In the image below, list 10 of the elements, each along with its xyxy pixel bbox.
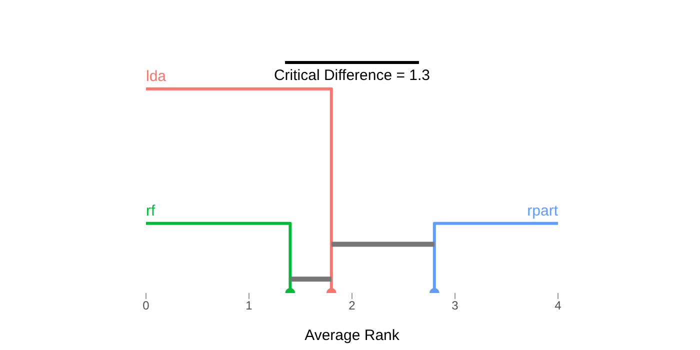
series-label: rf (146, 202, 156, 220)
annotation: Critical Difference = 1.3 (274, 67, 430, 84)
series-label: rpart (527, 202, 559, 220)
x-tick-label: 4 (554, 298, 562, 313)
x-tick-label: 2 (348, 298, 356, 313)
x-tick-label: 0 (142, 298, 150, 313)
x-axis-title: Average Rank (304, 327, 400, 344)
x-tick-label: 1 (246, 298, 253, 313)
series-label: lda (146, 68, 167, 85)
x-tick-label: 3 (452, 298, 459, 313)
